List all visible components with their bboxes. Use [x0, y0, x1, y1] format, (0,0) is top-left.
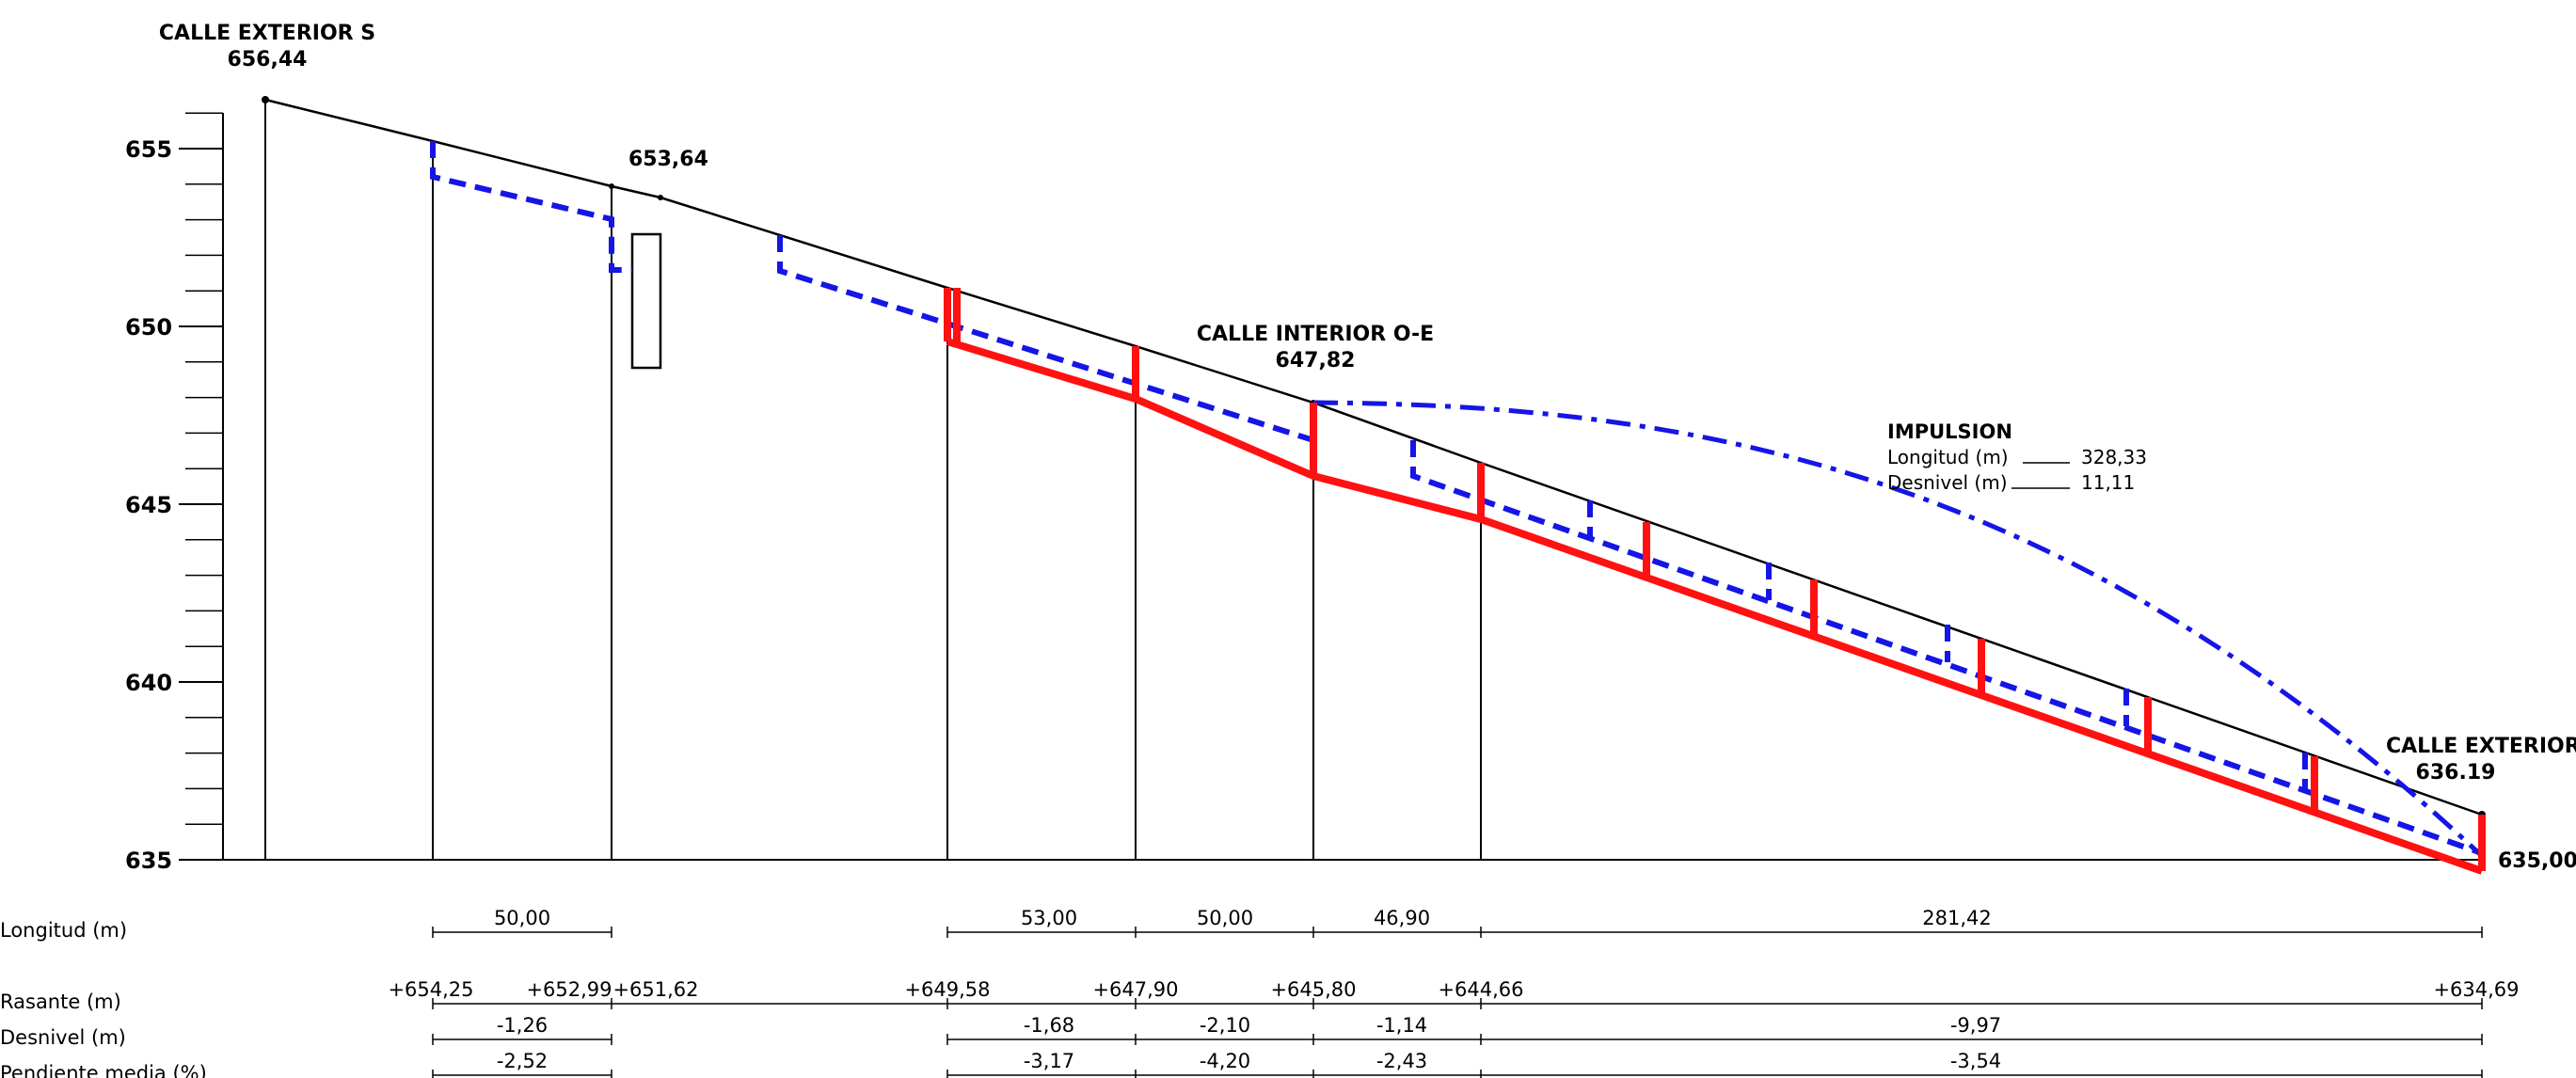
label-calle-exterior-n-elev: 636.19 — [2416, 761, 2496, 785]
impulsion-curve — [1312, 400, 2484, 858]
rasante-value: +634,69 — [2433, 978, 2519, 1001]
impulsion-info: IMPULSION Longitud (m) 328,33 Desnivel (… — [1887, 420, 2147, 494]
gravity-sewer-blue — [430, 141, 2483, 856]
longitud-value: 281,42 — [1922, 907, 1991, 929]
impulsion-desnivel-label: Desnivel (m) — [1887, 471, 2008, 494]
desnivel-value: -9,97 — [1950, 1014, 2001, 1037]
axis-minor-ticks — [185, 112, 223, 861]
rasante-value: +647,90 — [1092, 978, 1178, 1001]
pendiente-value: -4,20 — [1200, 1050, 1250, 1072]
pendiente-value: -3,54 — [1950, 1050, 2001, 1072]
ground-points — [262, 96, 2486, 818]
tick-label-645: 645 — [125, 492, 172, 518]
pendiente-value: -2,52 — [497, 1050, 548, 1072]
manhole-box — [630, 232, 662, 370]
sewer-segment-3 — [1410, 440, 2483, 856]
label-653-64: 653,64 — [628, 148, 708, 171]
ground-point-start — [262, 96, 269, 103]
ground-point-653 — [609, 183, 614, 189]
impulsion-longitud-label: Longitud (m) — [1887, 446, 2009, 468]
desnivel-value: -1,68 — [1024, 1014, 1074, 1037]
impulsion-title: IMPULSION — [1887, 420, 2012, 443]
label-calle-interior-elev: 647,82 — [1276, 349, 1356, 373]
rasante-value: +654,25 — [388, 978, 473, 1001]
longitud-value: 53,00 — [1021, 907, 1077, 929]
desnivel-value: -1,26 — [497, 1014, 548, 1037]
pendiente-value: -3,17 — [1024, 1050, 1074, 1072]
impulsion-desnivel-value: 11,11 — [2081, 471, 2135, 494]
elevation-axis: 655 650 645 640 635 — [125, 112, 2484, 874]
pendiente-value: -2,43 — [1376, 1050, 1427, 1072]
label-calle-exterior-n: CALLE EXTERIOR N — [2386, 735, 2576, 758]
label-calle-exterior-s: CALLE EXTERIOR S — [159, 22, 375, 45]
longitud-value: 50,00 — [1197, 907, 1253, 929]
rasante-value: +644,66 — [1438, 978, 1523, 1001]
rasante-value: +645,80 — [1270, 978, 1356, 1001]
tick-label-655: 655 — [125, 136, 172, 163]
longitud-value: 50,00 — [494, 907, 550, 929]
rasante-value: +651,62 — [612, 978, 698, 1001]
rasante-value: +649,58 — [904, 978, 990, 1001]
label-end-elevation: 635,00 — [2498, 849, 2576, 873]
desnivel-value: -1,14 — [1376, 1014, 1427, 1037]
tick-label-650: 650 — [125, 314, 172, 341]
row-label-pendiente: Pendiente media (%) — [0, 1062, 207, 1078]
desnivel-value: -2,10 — [1200, 1014, 1250, 1037]
sewer-segment-1 — [430, 141, 632, 273]
tick-label-635: 635 — [125, 848, 172, 874]
row-label-desnivel: Desnivel (m) — [0, 1026, 126, 1049]
row-label-rasante: Rasante (m) — [0, 991, 121, 1013]
table-row-lines — [433, 931, 2482, 1076]
table-ticks — [432, 927, 2483, 1078]
row-label-longitud: Longitud (m) — [0, 919, 127, 942]
label-calle-exterior-s-elev: 656,44 — [228, 48, 308, 71]
label-calle-interior: CALLE INTERIOR O-E — [1197, 323, 1434, 346]
tick-label-640: 640 — [125, 670, 172, 696]
rasante-value: +652,99 — [526, 978, 612, 1001]
ground-point-manhole — [658, 195, 663, 200]
main-pipe-red — [944, 288, 2486, 875]
red-main-pipe — [946, 338, 2484, 875]
profile-table: Longitud (m) Rasante (m) Desnivel (m) Pe… — [0, 907, 2520, 1078]
impulsion-longitud-value: 328,33 — [2081, 446, 2147, 468]
longitud-value: 46,90 — [1374, 907, 1430, 929]
